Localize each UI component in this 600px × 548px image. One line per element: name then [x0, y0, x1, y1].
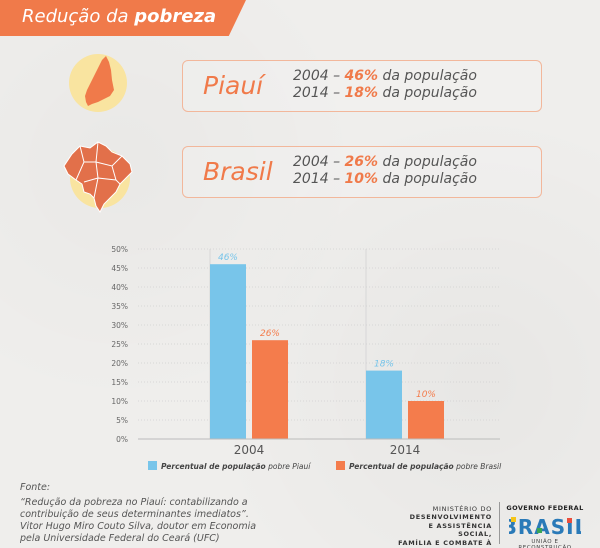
- government-logo: GOVERNO FEDERAL BRASIL UNIÃO E RECONSTRU…: [505, 504, 585, 548]
- bar-pobre-brasil-2004: [252, 340, 288, 439]
- footer-divider: [499, 502, 500, 544]
- brasil-2014-line: 2014 – 10% da população: [293, 171, 477, 187]
- y-tick-label: 5%: [116, 416, 128, 425]
- page-title: Redução da pobreza: [22, 6, 217, 27]
- data-label: 46%: [218, 253, 238, 263]
- legend-label: Percentual de população pobre Brasil: [349, 462, 502, 471]
- card-title-brasil: Brasil: [203, 157, 273, 186]
- brazil-map-icon: [63, 141, 133, 213]
- y-tick-label: 15%: [111, 378, 128, 387]
- legend-label: Percentual de população pobre Piauí: [161, 462, 311, 471]
- bar-pobre-piauí-2014: [366, 370, 402, 439]
- card-title-piaui: Piauí: [203, 71, 264, 100]
- y-tick-label: 20%: [111, 359, 128, 368]
- data-label: 26%: [260, 329, 280, 339]
- y-tick-label: 50%: [111, 245, 128, 254]
- x-tick-label: 2014: [390, 443, 421, 457]
- bar-pobre-piauí-2004: [210, 264, 246, 439]
- piaui-summary-card: Piauí 2004 – 46% da população 2014 – 18%…: [182, 60, 542, 112]
- y-tick-label: 35%: [111, 302, 128, 311]
- data-label: 10%: [416, 390, 436, 400]
- piaui-map-icon: [69, 54, 127, 112]
- legend-swatch: [336, 461, 345, 470]
- x-tick-label: 2004: [234, 443, 265, 457]
- data-label: 18%: [374, 360, 394, 370]
- title-banner: [0, 0, 246, 36]
- y-tick-label: 25%: [111, 340, 128, 349]
- bar-pobre-brasil-2014: [408, 401, 444, 439]
- y-tick-label: 10%: [111, 397, 128, 406]
- brasil-wordmark: BRASIL: [509, 515, 581, 538]
- legend-swatch: [148, 461, 157, 470]
- brasil-wordmark-text: BRASIL: [509, 515, 581, 538]
- y-tick-label: 0%: [116, 435, 128, 444]
- piaui-2014-line: 2014 – 18% da população: [293, 85, 477, 101]
- source-label: Fonte:: [20, 482, 51, 493]
- ministry-name: MINISTÉRIO DO DESENVOLVIMENTO E ASSISTÊN…: [398, 505, 492, 548]
- brasil-2004-line: 2004 – 26% da população: [293, 154, 477, 170]
- source-citation: “Redução da pobreza no Piauí: contabiliz…: [20, 497, 257, 544]
- y-tick-label: 45%: [111, 264, 128, 273]
- y-tick-label: 40%: [111, 283, 128, 292]
- piaui-2004-line: 2004 – 46% da população: [293, 68, 477, 84]
- poverty-bar-chart: 0% 5% 10% 15% 20% 25% 30% 35% 40% 45% 50% 46% 26% 200…: [111, 245, 502, 471]
- y-tick-label: 30%: [111, 321, 128, 330]
- brasil-summary-card: Brasil 2004 – 26% da população 2014 – 10…: [182, 146, 542, 198]
